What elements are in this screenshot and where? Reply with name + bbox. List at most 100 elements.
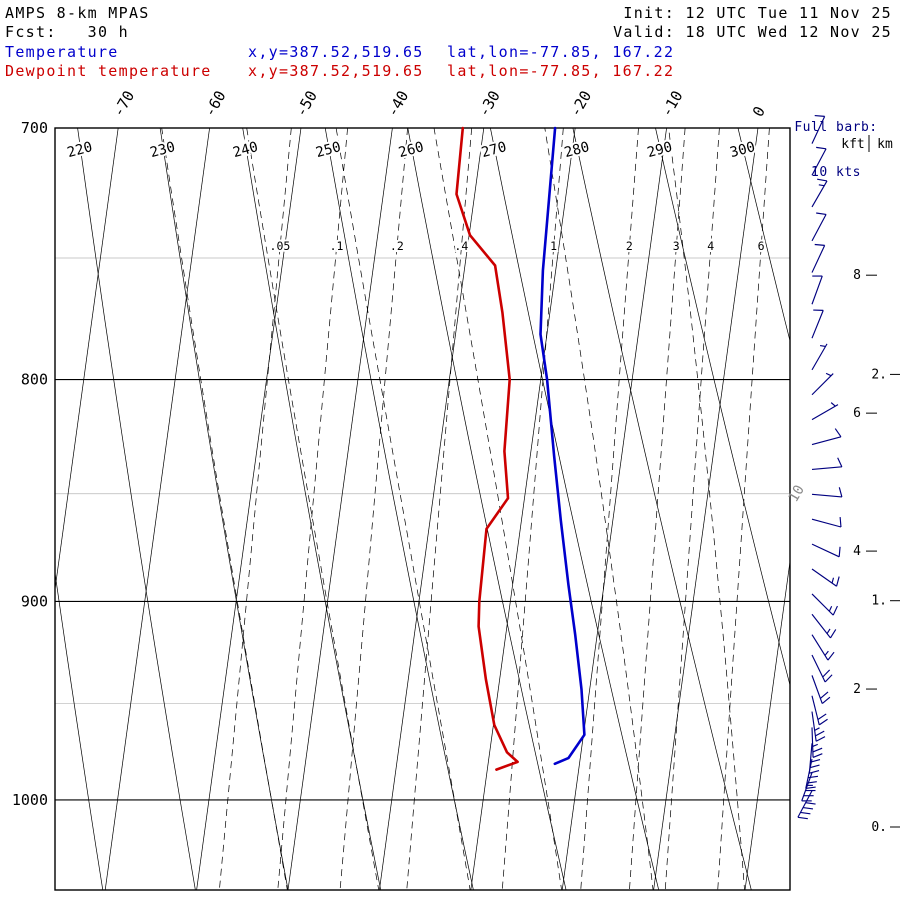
kft-tick-label: 8: [853, 268, 861, 283]
mixing-ratio-label: .05: [270, 239, 291, 253]
isotherm-label: -50: [292, 88, 321, 120]
wind-barb: [811, 695, 828, 726]
wind-barb: [811, 343, 828, 371]
mixing-ratio-line: [339, 128, 408, 890]
wind-barb-legend: Full barb: 10 kts: [790, 90, 882, 210]
dry-adiabat-label: 220: [66, 139, 95, 161]
mixing-ratio-label: .1: [330, 239, 344, 253]
wind-barb: [811, 654, 833, 683]
forecast-hour: Fcst: 30 h: [5, 23, 129, 41]
dry-adiabat-line: [77, 128, 196, 890]
isotherm-label: -30: [475, 88, 504, 120]
wind-barb: [811, 487, 843, 498]
isotherm-label: -10: [657, 88, 686, 120]
mixing-ratio-label: 2: [626, 239, 633, 253]
wind-barb: [811, 568, 840, 587]
isotherm-line: [470, 128, 576, 890]
km-axis-header: km: [877, 137, 893, 152]
isotherm-line: [379, 128, 485, 890]
dewpoint-latlon: lat,lon=-77.85, 167.22: [447, 62, 675, 80]
wind-barb: [811, 372, 834, 396]
mixing-ratio-line: [580, 128, 639, 890]
init-time: Init: 12 UTC Tue 11 Nov 25: [623, 4, 892, 22]
mixing-ratio-label: 3: [673, 239, 680, 253]
wind-barb: [808, 743, 821, 774]
dry-adiabat-label: 260: [397, 139, 426, 161]
wind-barb: [811, 711, 826, 742]
isotherm-line: [196, 128, 302, 890]
mixing-ratio-line: [664, 128, 720, 890]
pressure-label: 700: [21, 119, 48, 137]
mixing-ratio-label: .4: [454, 239, 468, 253]
mixing-ratio-line: [717, 128, 770, 890]
mixing-ratio-line: [501, 128, 564, 890]
wind-barb-column: [797, 114, 843, 820]
wind-barb: [811, 114, 826, 144]
dewpoint-grid-xy: x,y=387.52,519.65: [248, 62, 424, 80]
dry-adiabat-label: 270: [480, 139, 509, 161]
mixing-ratio-line: [219, 128, 292, 890]
dry-adiabat-line: [821, 128, 900, 892]
dry-adiabat-label: 290: [645, 139, 674, 161]
dry-adiabat-line: [572, 128, 752, 890]
wind-barb: [811, 428, 842, 446]
km-tick-label: 2.: [871, 367, 887, 382]
kft-tick-label: 2: [853, 682, 861, 697]
isotherm-label: -40: [383, 88, 412, 120]
wind-barb-legend-line1: Full barb:: [794, 120, 878, 135]
temperature-latlon: lat,lon=-77.85, 167.22: [447, 43, 675, 61]
kft-tick-label: 6: [853, 406, 861, 421]
isotherm-line: [561, 128, 667, 890]
temperature-series-label: Temperature: [5, 43, 119, 61]
wind-barb: [811, 275, 823, 305]
dry-adiabat-label: 300: [728, 139, 757, 161]
wind-barb: [811, 727, 823, 758]
isotherm-label: -70: [109, 88, 138, 120]
wind-barb: [811, 146, 827, 176]
wind-barb: [811, 593, 838, 616]
wind-barb: [811, 212, 827, 242]
dry-adiabat-line: [737, 128, 790, 343]
moist-adiabat-line: [668, 128, 745, 890]
wind-barb: [811, 675, 831, 705]
dry-adiabat-line: [490, 128, 660, 890]
dry-adiabat-label: 240: [231, 139, 260, 161]
valid-time: Valid: 18 UTC Wed 12 Nov 25: [613, 23, 892, 41]
dry-adiabat-line: [242, 128, 382, 890]
isotherm-line: [0, 128, 27, 890]
mixing-ratio-label: 4: [707, 239, 714, 253]
dry-adiabat-label: 250: [314, 139, 343, 161]
isotherm-edge-label: 10: [786, 482, 808, 505]
mixing-ratio-line: [629, 128, 686, 890]
mixing-ratio-line: [277, 128, 348, 890]
moist-adiabat-line: [795, 128, 836, 892]
wind-barb: [811, 309, 824, 339]
wind-barb: [811, 516, 842, 528]
wind-barb: [811, 402, 839, 421]
temperature-grid-xy: x,y=387.52,519.65: [248, 43, 424, 61]
plot-border: [54, 127, 791, 891]
dewpoint-curve: [455, 126, 519, 771]
kft-tick-label: 4: [853, 544, 861, 559]
moist-adiabat-line: [433, 128, 562, 890]
wind-barb: [797, 790, 816, 820]
pressure-label: 1000: [12, 791, 48, 809]
wind-barb: [811, 543, 841, 558]
moist-adiabat-line: [335, 128, 471, 890]
pressure-label: 800: [21, 371, 48, 389]
dry-adiabat-label: 230: [148, 139, 177, 161]
mixing-ratio-line: [406, 128, 473, 890]
wind-barb: [801, 772, 816, 802]
background-lines: [0, 128, 900, 892]
dry-adiabat-label: 280: [563, 139, 592, 161]
dewpoint-series-label: Dewpoint temperature: [5, 62, 212, 80]
isotherm-line: [287, 128, 393, 890]
wind-barb: [811, 634, 835, 661]
wind-barb: [811, 457, 843, 471]
dry-adiabat-line: [324, 128, 474, 890]
moist-adiabat-line: [544, 128, 654, 890]
isotherm-label: -60: [200, 88, 229, 120]
wind-barb: [811, 243, 826, 273]
km-tick-label: 1.: [871, 594, 887, 609]
